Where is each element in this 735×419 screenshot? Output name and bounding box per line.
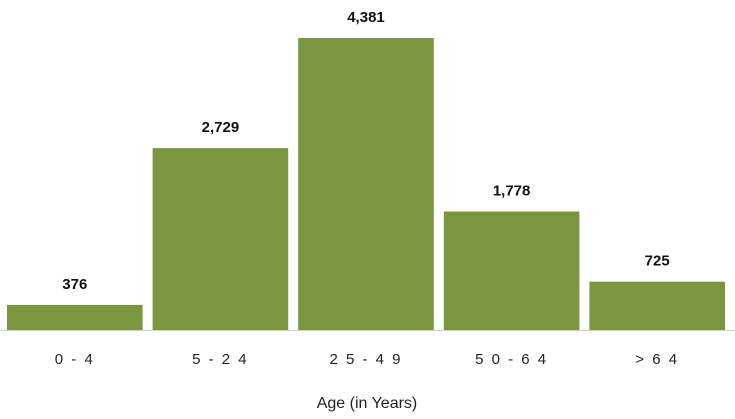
value-label-3: 1,778	[493, 183, 531, 200]
value-label-0: 376	[62, 276, 87, 293]
bar-3	[443, 211, 580, 330]
tick-label-3: 5 0 - 6 4	[475, 351, 548, 368]
tick-label-1: 5 - 2 4	[192, 351, 249, 368]
tick-label-4: > 6 4	[635, 351, 679, 368]
value-labels-group: 376 2,729 4,381 1,778 725	[62, 9, 669, 293]
tick-labels-group: 0 - 4 5 - 2 4 2 5 - 4 9 5 0 - 6 4 > 6 4	[55, 351, 679, 368]
bar-0	[7, 304, 143, 330]
bar-4	[589, 281, 725, 330]
bars-group	[7, 38, 725, 330]
x-axis-title: Age (in Years)	[317, 395, 418, 412]
value-label-2: 4,381	[347, 9, 385, 26]
tick-label-2: 2 5 - 4 9	[329, 351, 402, 368]
bar-1	[152, 148, 289, 330]
value-label-1: 2,729	[202, 119, 240, 136]
tick-label-0: 0 - 4	[55, 351, 95, 368]
bar-2	[298, 38, 434, 330]
value-label-4: 725	[645, 253, 670, 270]
